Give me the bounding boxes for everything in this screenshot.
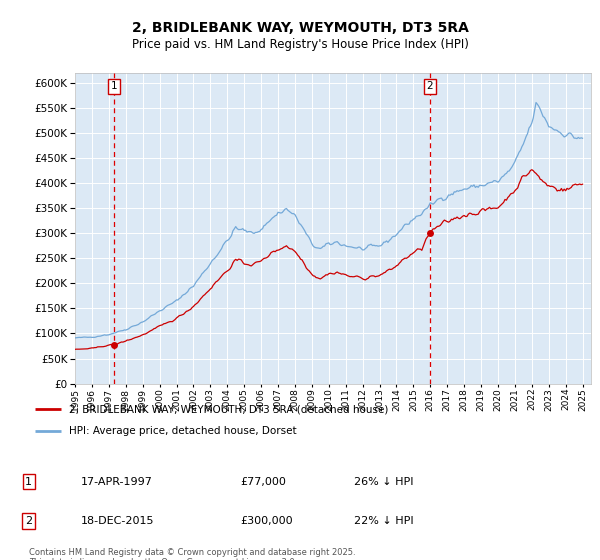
Text: 22% ↓ HPI: 22% ↓ HPI: [354, 516, 413, 526]
Text: £300,000: £300,000: [240, 516, 293, 526]
Text: 2: 2: [25, 516, 32, 526]
Text: Contains HM Land Registry data © Crown copyright and database right 2025.
This d: Contains HM Land Registry data © Crown c…: [29, 548, 355, 560]
Text: 2, BRIDLEBANK WAY, WEYMOUTH, DT3 5RA (detached house): 2, BRIDLEBANK WAY, WEYMOUTH, DT3 5RA (de…: [69, 404, 388, 414]
Text: £77,000: £77,000: [240, 477, 286, 487]
Text: 1: 1: [25, 477, 32, 487]
Point: [109, 340, 119, 349]
Text: 26% ↓ HPI: 26% ↓ HPI: [354, 477, 413, 487]
Text: 2, BRIDLEBANK WAY, WEYMOUTH, DT3 5RA: 2, BRIDLEBANK WAY, WEYMOUTH, DT3 5RA: [131, 21, 469, 35]
Text: 18-DEC-2015: 18-DEC-2015: [81, 516, 155, 526]
Text: 2: 2: [426, 81, 433, 91]
Point: [425, 228, 434, 237]
Text: HPI: Average price, detached house, Dorset: HPI: Average price, detached house, Dors…: [69, 426, 296, 436]
Text: 1: 1: [110, 81, 117, 91]
Text: 17-APR-1997: 17-APR-1997: [81, 477, 153, 487]
Text: Price paid vs. HM Land Registry's House Price Index (HPI): Price paid vs. HM Land Registry's House …: [131, 38, 469, 50]
